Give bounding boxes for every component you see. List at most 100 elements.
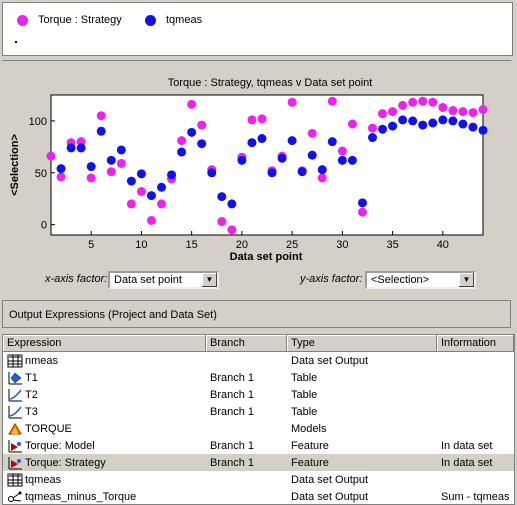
- expression-cell[interactable]: tqmeas_minus_Torque: [3, 490, 206, 504]
- torque-strategy-point[interactable]: [247, 115, 257, 125]
- y-axis-factor-select[interactable]: <Selection> ▼: [365, 271, 476, 289]
- torque-strategy-point[interactable]: [146, 215, 156, 225]
- tqmeas-point[interactable]: [337, 155, 347, 165]
- tqmeas-point[interactable]: [76, 143, 86, 153]
- torque-strategy-point[interactable]: [106, 167, 116, 177]
- torque-strategy-point[interactable]: [76, 137, 86, 147]
- column-header-information[interactable]: Information: [437, 335, 514, 352]
- table-row[interactable]: Torque: Model Branch 1 Feature In data set: [3, 437, 514, 454]
- tqmeas-point[interactable]: [378, 124, 388, 134]
- tqmeas-point[interactable]: [66, 143, 76, 153]
- torque-strategy-point[interactable]: [307, 128, 317, 138]
- table-row[interactable]: T2 Branch 1 Table: [3, 386, 514, 403]
- tqmeas-point[interactable]: [418, 120, 428, 130]
- x-axis-factor-select[interactable]: Data set point ▼: [108, 271, 219, 289]
- expression-cell[interactable]: T1: [3, 371, 206, 385]
- tqmeas-point[interactable]: [146, 191, 156, 201]
- torque-strategy-point[interactable]: [217, 217, 227, 227]
- expression-cell[interactable]: tqmeas: [3, 473, 206, 487]
- torque-strategy-point[interactable]: [378, 109, 388, 119]
- table-row[interactable]: T1 Branch 1 Table: [3, 369, 514, 386]
- torque-strategy-point[interactable]: [257, 114, 267, 124]
- expression-cell[interactable]: T3: [3, 405, 206, 419]
- table-row[interactable]: TORQUE Models: [3, 420, 514, 437]
- torque-strategy-point[interactable]: [448, 106, 458, 116]
- tqmeas-point[interactable]: [116, 145, 126, 155]
- tqmeas-point[interactable]: [207, 168, 217, 178]
- table-row[interactable]: tqmeas_minus_Torque Data set Output Sum - …: [3, 488, 514, 505]
- torque-strategy-point[interactable]: [177, 136, 187, 146]
- tqmeas-point[interactable]: [468, 122, 478, 132]
- torque-strategy-point[interactable]: [96, 111, 106, 121]
- column-header-type[interactable]: Type: [287, 335, 437, 352]
- torque-strategy-point[interactable]: [197, 120, 207, 130]
- torque-strategy-point[interactable]: [56, 172, 66, 182]
- torque-strategy-point[interactable]: [388, 107, 398, 117]
- torque-strategy-point[interactable]: [126, 199, 136, 209]
- tqmeas-point[interactable]: [247, 138, 257, 148]
- torque-strategy-point[interactable]: [187, 99, 197, 109]
- table-row[interactable]: Torque: Strategy Branch 1 Feature In data s…: [3, 454, 514, 471]
- torque-strategy-point[interactable]: [317, 173, 327, 183]
- tqmeas-point[interactable]: [96, 126, 106, 136]
- tqmeas-point[interactable]: [126, 176, 136, 186]
- tqmeas-point[interactable]: [357, 198, 367, 208]
- tqmeas-point[interactable]: [237, 155, 247, 165]
- tqmeas-point[interactable]: [478, 125, 488, 135]
- torque-strategy-point[interactable]: [398, 100, 408, 110]
- tqmeas-point[interactable]: [86, 162, 96, 172]
- expression-cell[interactable]: TORQUE: [3, 422, 206, 436]
- torque-strategy-point[interactable]: [116, 158, 126, 168]
- plot-area[interactable]: [50, 94, 484, 236]
- torque-strategy-point[interactable]: [468, 108, 478, 118]
- expression-cell[interactable]: T2: [3, 388, 206, 402]
- output-expressions-table[interactable]: Expression Branch Type Information nmeas…: [2, 334, 515, 505]
- torque-strategy-point[interactable]: [327, 96, 337, 106]
- tqmeas-point[interactable]: [136, 169, 146, 179]
- tqmeas-point[interactable]: [227, 199, 237, 209]
- tqmeas-point[interactable]: [388, 121, 398, 131]
- column-header-branch[interactable]: Branch: [206, 335, 287, 352]
- table-row[interactable]: T3 Branch 1 Table: [3, 403, 514, 420]
- scatter-chart[interactable]: Torque : Strategy, tqmeas v Data set poi…: [2, 61, 511, 266]
- tqmeas-point[interactable]: [458, 119, 468, 129]
- tqmeas-point[interactable]: [217, 192, 227, 202]
- tqmeas-point[interactable]: [177, 147, 187, 157]
- tqmeas-point[interactable]: [438, 115, 448, 125]
- tqmeas-point[interactable]: [398, 115, 408, 125]
- tqmeas-point[interactable]: [347, 155, 357, 165]
- torque-strategy-point[interactable]: [287, 97, 297, 107]
- tqmeas-point[interactable]: [187, 127, 197, 137]
- torque-strategy-point[interactable]: [86, 173, 96, 183]
- column-header-expression[interactable]: Expression: [3, 335, 206, 352]
- tqmeas-point[interactable]: [408, 116, 418, 126]
- tqmeas-point[interactable]: [307, 150, 317, 160]
- table-row[interactable]: nmeas Data set Output: [3, 352, 514, 369]
- torque-strategy-point[interactable]: [458, 107, 468, 117]
- torque-strategy-point[interactable]: [347, 119, 357, 129]
- tqmeas-point[interactable]: [428, 118, 438, 128]
- chevron-down-icon[interactable]: ▼: [201, 273, 217, 287]
- torque-strategy-point[interactable]: [367, 123, 377, 133]
- tqmeas-point[interactable]: [327, 137, 337, 147]
- tqmeas-point[interactable]: [157, 182, 167, 192]
- chevron-down-icon[interactable]: ▼: [458, 273, 474, 287]
- tqmeas-point[interactable]: [317, 165, 327, 175]
- expression-cell[interactable]: nmeas: [3, 354, 206, 368]
- torque-strategy-point[interactable]: [418, 96, 428, 106]
- tqmeas-point[interactable]: [297, 167, 307, 177]
- tqmeas-point[interactable]: [448, 116, 458, 126]
- expression-cell[interactable]: Torque: Model: [3, 439, 206, 453]
- torque-strategy-point[interactable]: [438, 102, 448, 112]
- table-row[interactable]: tqmeas Data set Output: [3, 471, 514, 488]
- torque-strategy-point[interactable]: [357, 207, 367, 217]
- tqmeas-point[interactable]: [56, 164, 66, 174]
- torque-strategy-point[interactable]: [478, 105, 488, 115]
- torque-strategy-point[interactable]: [337, 146, 347, 156]
- torque-strategy-point[interactable]: [46, 151, 56, 161]
- torque-strategy-point[interactable]: [227, 225, 237, 235]
- expression-cell[interactable]: Torque: Strategy: [3, 456, 206, 470]
- tqmeas-point[interactable]: [287, 136, 297, 146]
- torque-strategy-point[interactable]: [408, 97, 418, 107]
- tqmeas-point[interactable]: [197, 139, 207, 149]
